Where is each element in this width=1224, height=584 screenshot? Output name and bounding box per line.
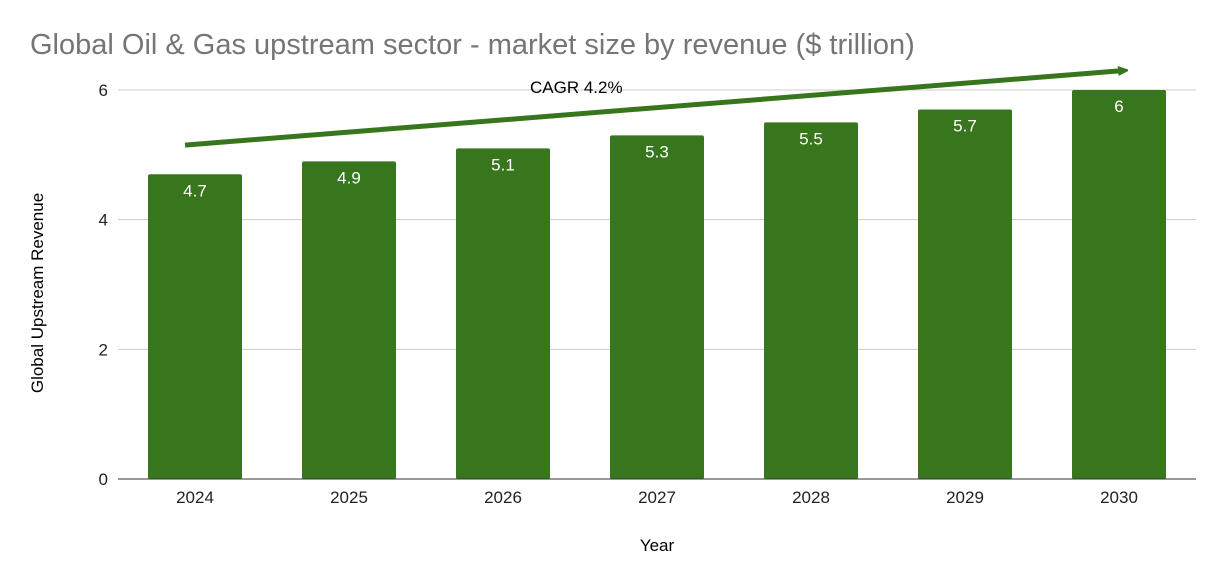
- data-labels: 4.7 4.9 5.1 5.3 5.5 5.7 6: [183, 97, 1124, 200]
- y-tick-label: 0: [99, 470, 108, 489]
- x-tick-label: 2029: [946, 488, 984, 507]
- bar-2030: [1072, 90, 1166, 479]
- bar-2026: [456, 148, 550, 479]
- y-axis-ticks: 0 2 4 6: [99, 81, 108, 489]
- data-label: 5.1: [491, 155, 515, 174]
- x-tick-label: 2030: [1100, 488, 1138, 507]
- x-tick-label: 2026: [484, 488, 522, 507]
- x-axis-title: Year: [640, 536, 675, 555]
- y-axis-title: Global Upstream Revenue: [28, 193, 47, 393]
- data-label: 6: [1114, 97, 1123, 116]
- bar-2025: [302, 161, 396, 480]
- data-label: 5.3: [645, 142, 669, 161]
- x-axis-ticks: 2024 2025 2026 2027 2028 2029 2030: [176, 488, 1138, 507]
- x-tick-label: 2027: [638, 488, 676, 507]
- bar-2024: [148, 174, 242, 480]
- x-tick-label: 2028: [792, 488, 830, 507]
- bar-2027: [610, 135, 704, 479]
- x-tick-label: 2024: [176, 488, 214, 507]
- cagr-annotation: CAGR 4.2%: [530, 78, 623, 97]
- data-label: 4.9: [337, 168, 361, 187]
- data-label: 5.7: [953, 116, 977, 135]
- bar-2028: [764, 122, 858, 480]
- y-tick-label: 6: [99, 81, 108, 100]
- y-tick-label: 2: [99, 340, 108, 359]
- data-label: 4.7: [183, 181, 207, 200]
- bars: [148, 90, 1166, 480]
- bar-2029: [918, 109, 1012, 479]
- data-label: 5.5: [799, 129, 823, 148]
- chart-title: Global Oil & Gas upstream sector - marke…: [30, 29, 915, 61]
- x-tick-label: 2025: [330, 488, 368, 507]
- cagr-arrow: [184, 71, 1124, 148]
- y-tick-label: 4: [99, 211, 108, 230]
